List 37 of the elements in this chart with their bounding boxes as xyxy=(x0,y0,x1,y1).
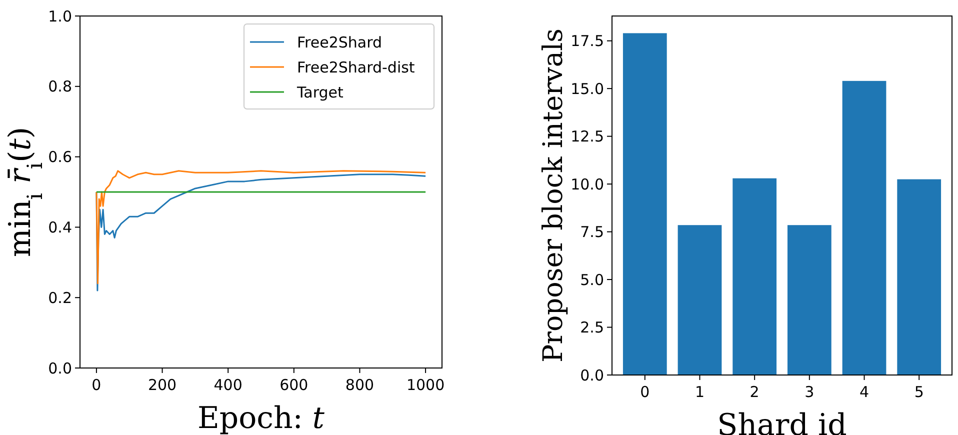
bar xyxy=(678,225,722,375)
y-tick-label: 15.0 xyxy=(570,80,604,98)
y-tick-label: 12.5 xyxy=(570,128,604,146)
x-tick-label: 800 xyxy=(345,376,374,394)
legend-label: Free2Shard-dist xyxy=(297,58,415,76)
x-tick-label: 600 xyxy=(280,376,308,394)
y-tick-label: 1.0 xyxy=(48,7,72,26)
x-tick-label: 0 xyxy=(92,376,102,394)
x-tick-label: 1000 xyxy=(406,376,445,394)
x-tick-label: 400 xyxy=(214,376,242,394)
y-tick-label: 0.0 xyxy=(580,366,604,384)
x-tick-label: 5 xyxy=(914,383,924,401)
y-tick-label: 0.8 xyxy=(48,78,72,96)
bar xyxy=(897,179,942,375)
bar xyxy=(622,33,667,375)
y-tick-label: 2.5 xyxy=(580,318,604,337)
x-tick-label: 3 xyxy=(804,383,814,401)
bar xyxy=(842,80,886,375)
x-tick-label: 1 xyxy=(694,383,705,401)
x-tick-label: 200 xyxy=(148,376,177,394)
y-tick-label: 0.6 xyxy=(48,148,72,166)
y-tick-label: 0.0 xyxy=(48,359,72,378)
y-tick-label: 0.4 xyxy=(48,218,72,236)
y-tick-label: 0.2 xyxy=(48,288,72,307)
x-tick-label: 4 xyxy=(859,383,870,401)
y-tick-label: 5.0 xyxy=(580,270,604,289)
y-axis-title: Proposer block intervals xyxy=(538,28,569,363)
y-tick-label: 10.0 xyxy=(570,175,604,194)
legend-label: Free2Shard xyxy=(297,33,382,52)
bar xyxy=(732,178,777,375)
x-axis-title: Epoch: 𝑡 xyxy=(198,401,326,435)
x-tick-label: 0 xyxy=(640,383,650,401)
y-tick-label: 17.5 xyxy=(570,32,604,50)
legend-label: Target xyxy=(296,83,344,102)
bar xyxy=(787,225,832,375)
x-tick-label: 2 xyxy=(750,383,760,401)
y-tick-label: 7.5 xyxy=(580,223,604,242)
